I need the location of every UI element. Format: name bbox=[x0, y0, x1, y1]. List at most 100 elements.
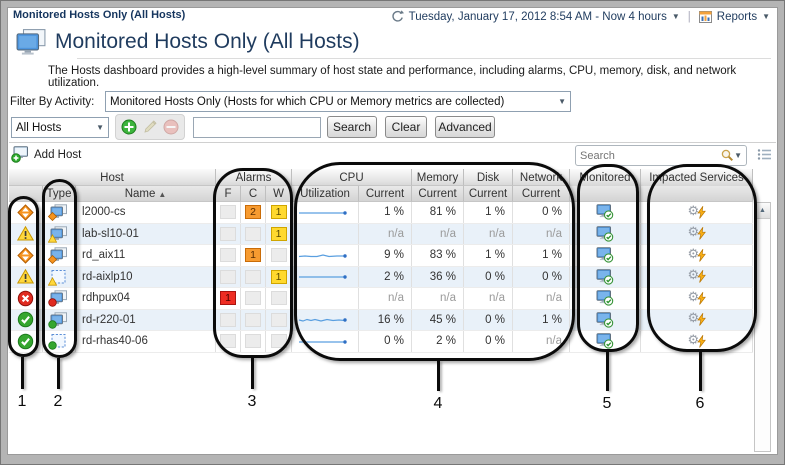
impacted-services-icon[interactable]: ⚙ bbox=[688, 267, 706, 284]
memory-current: 2 % bbox=[412, 331, 464, 352]
cpu-sparkline bbox=[299, 275, 347, 279]
col-header-name[interactable]: Name ▲ bbox=[76, 186, 216, 202]
host-name[interactable]: rd_aix11 bbox=[76, 245, 216, 266]
reports-menu[interactable]: Reports bbox=[716, 10, 758, 23]
memory-current: 81 % bbox=[412, 202, 464, 223]
host-name[interactable]: rdhpux04 bbox=[76, 288, 216, 309]
add-scope-icon[interactable] bbox=[121, 119, 137, 135]
breadcrumb[interactable]: Monitored Hosts Only (All Hosts) bbox=[13, 9, 186, 21]
callout-oval-alarms bbox=[213, 168, 293, 358]
callout-line bbox=[699, 352, 702, 391]
gear-icon: ⚙ bbox=[687, 245, 700, 261]
warning-alarm-count[interactable]: 1 bbox=[270, 226, 287, 241]
add-host-button[interactable]: Add Host bbox=[11, 146, 81, 163]
fatal-alarm-count bbox=[220, 205, 236, 220]
impacted-services-icon[interactable]: ⚙ bbox=[687, 331, 706, 349]
hosts-dashboard-icon bbox=[16, 29, 46, 55]
col-group-host[interactable]: Host bbox=[9, 169, 216, 186]
host-name[interactable]: rd-r220-01 bbox=[76, 309, 216, 330]
warning-alarm-count[interactable]: 1 bbox=[270, 205, 287, 220]
timerange-caret-icon[interactable]: ▼ bbox=[671, 12, 680, 21]
cpu-current: 2 % bbox=[359, 266, 412, 287]
callout-number: 5 bbox=[602, 395, 612, 412]
callout-number: 3 bbox=[247, 393, 257, 410]
table-row[interactable]: rd_aix11 1 9 % 83 % 1 % 1 % ⚙ bbox=[9, 245, 753, 267]
gear-icon: ⚙ bbox=[687, 331, 700, 347]
disk-current: 0 % bbox=[464, 266, 513, 287]
hosts-table: Host Alarms CPU Memory Disk Network Moni… bbox=[9, 169, 753, 353]
network-current: n/a bbox=[513, 288, 570, 309]
fatal-alarm-count[interactable]: 1 bbox=[220, 291, 236, 306]
add-host-icon bbox=[11, 146, 29, 163]
disk-current: n/a bbox=[464, 223, 513, 244]
topbar-separator: | bbox=[687, 10, 691, 23]
col-header-cpu-current[interactable]: Current bbox=[359, 186, 412, 202]
col-header-disk-current[interactable]: Current bbox=[464, 186, 513, 202]
host-scope-select[interactable]: All Hosts ▼ bbox=[11, 117, 109, 138]
impacted-services-icon[interactable]: ⚙ bbox=[687, 245, 706, 263]
host-name[interactable]: rd-rhas40-06 bbox=[76, 331, 216, 352]
host-name[interactable]: lab-sl10-01 bbox=[76, 223, 216, 244]
impacted-services-icon[interactable]: ⚙ bbox=[688, 310, 706, 327]
host-scope-value: All Hosts bbox=[16, 121, 62, 134]
search-icon[interactable] bbox=[721, 149, 734, 162]
callout-oval-monitored bbox=[577, 164, 639, 352]
critical-alarm-count[interactable]: 2 bbox=[245, 205, 261, 220]
callout-number: 4 bbox=[433, 395, 443, 412]
page-description: The Hosts dashboard provides a high-leve… bbox=[48, 65, 737, 89]
memory-current: 83 % bbox=[412, 245, 464, 266]
name-header-label: Name bbox=[124, 188, 156, 200]
disk-current: n/a bbox=[464, 288, 513, 309]
sort-asc-icon: ▲ bbox=[158, 190, 167, 199]
title-divider bbox=[77, 58, 771, 59]
reports-caret-icon[interactable]: ▼ bbox=[762, 12, 770, 21]
critical-alarm-count bbox=[245, 312, 261, 327]
impacted-services-icon[interactable]: ⚙ bbox=[688, 289, 706, 306]
host-search-field[interactable] bbox=[193, 117, 321, 138]
network-current: 0 % bbox=[513, 202, 570, 223]
timerange-label[interactable]: Tuesday, January 17, 2012 8:54 AM - Now … bbox=[408, 10, 667, 23]
reports-icon bbox=[699, 11, 712, 23]
critical-alarm-count bbox=[245, 334, 261, 349]
cpu-current: 0 % bbox=[359, 331, 412, 352]
callout-line bbox=[437, 361, 440, 391]
vertical-scrollbar[interactable]: ▲ bbox=[754, 202, 771, 452]
callout-line bbox=[606, 352, 609, 391]
grid-search-box[interactable]: ▼ bbox=[575, 145, 747, 166]
col-group-disk[interactable]: Disk bbox=[464, 169, 513, 186]
cpu-sparkline-empty bbox=[292, 288, 359, 309]
page-title: Monitored Hosts Only (All Hosts) bbox=[55, 30, 360, 53]
activity-filter-select[interactable]: Monitored Hosts Only (Hosts for which CP… bbox=[105, 91, 571, 112]
callout-oval-metrics bbox=[294, 162, 575, 361]
critical-alarm-count[interactable]: 1 bbox=[245, 248, 261, 263]
col-header-memory-current[interactable]: Current bbox=[412, 186, 464, 202]
grid-search-input[interactable] bbox=[580, 149, 722, 162]
col-group-cpu[interactable]: CPU bbox=[292, 169, 412, 186]
impacted-services-icon[interactable]: ⚙ bbox=[688, 224, 706, 241]
col-group-alarms[interactable]: Alarms bbox=[216, 169, 292, 186]
grid-divider bbox=[9, 142, 776, 143]
cpu-sparkline bbox=[298, 254, 347, 258]
warning-alarm-count[interactable]: 1 bbox=[270, 269, 287, 284]
host-name[interactable]: l2000-cs bbox=[76, 202, 216, 223]
table-row[interactable]: rdhpux04 1 n/a n/a n/a n/a ⚙ bbox=[9, 288, 753, 310]
remove-scope-icon[interactable] bbox=[163, 119, 179, 135]
search-button[interactable]: Search bbox=[327, 116, 377, 138]
customizer-icon[interactable] bbox=[757, 148, 772, 161]
edit-scope-icon[interactable] bbox=[142, 119, 158, 135]
top-action-bar: Tuesday, January 17, 2012 8:54 AM - Now … bbox=[391, 10, 770, 23]
search-options-caret-icon[interactable]: ▼ bbox=[734, 151, 742, 160]
network-current: 1 % bbox=[513, 245, 570, 266]
callout-line bbox=[57, 358, 60, 389]
scroll-up-icon[interactable]: ▲ bbox=[755, 203, 770, 219]
col-group-memory[interactable]: Memory bbox=[412, 169, 464, 186]
host-name[interactable]: rd-aixlp10 bbox=[76, 266, 216, 287]
impacted-services-icon[interactable]: ⚙ bbox=[688, 203, 706, 220]
cpu-sparkline bbox=[299, 211, 347, 215]
memory-current: 45 % bbox=[412, 309, 464, 330]
advanced-button[interactable]: Advanced bbox=[435, 116, 495, 138]
clear-button[interactable]: Clear bbox=[385, 116, 427, 138]
disk-current: 0 % bbox=[464, 309, 513, 330]
cpu-current: n/a bbox=[359, 288, 412, 309]
